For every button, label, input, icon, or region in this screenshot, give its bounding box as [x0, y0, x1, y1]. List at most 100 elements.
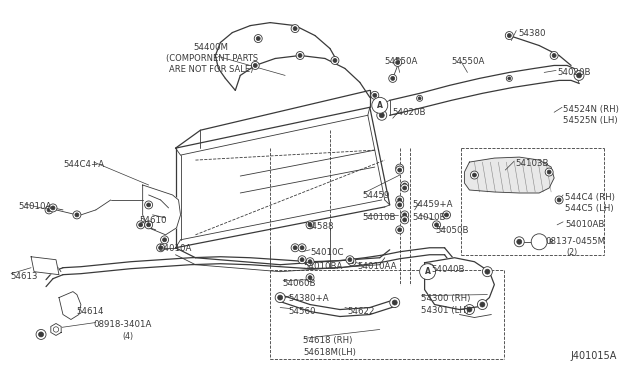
Circle shape — [401, 184, 409, 192]
Polygon shape — [465, 157, 554, 193]
Text: 54010A: 54010A — [18, 202, 51, 211]
Circle shape — [397, 198, 402, 202]
Circle shape — [388, 74, 397, 82]
Circle shape — [508, 77, 511, 80]
Circle shape — [397, 203, 402, 207]
Circle shape — [51, 206, 55, 210]
Text: 54010B: 54010B — [413, 213, 446, 222]
Circle shape — [557, 198, 561, 202]
Polygon shape — [51, 324, 61, 336]
Circle shape — [552, 54, 556, 58]
Circle shape — [45, 206, 53, 214]
Circle shape — [252, 61, 259, 70]
Text: 54622: 54622 — [347, 307, 374, 315]
Text: 544C4 (RH): 544C4 (RH) — [565, 193, 615, 202]
Text: ARE NOT FOR SALE): ARE NOT FOR SALE) — [168, 65, 253, 74]
Circle shape — [254, 35, 262, 42]
Circle shape — [508, 33, 511, 38]
Circle shape — [480, 302, 485, 307]
Circle shape — [75, 213, 79, 217]
Circle shape — [577, 73, 582, 78]
Circle shape — [470, 171, 479, 179]
Text: 54020B: 54020B — [393, 108, 426, 117]
Text: 54459: 54459 — [363, 191, 390, 200]
Circle shape — [396, 166, 404, 174]
Text: 54010AB: 54010AB — [565, 220, 604, 229]
Text: J401015A: J401015A — [570, 352, 616, 361]
Text: B: B — [548, 239, 553, 245]
Circle shape — [394, 58, 402, 67]
Circle shape — [531, 234, 547, 250]
Text: (2): (2) — [566, 248, 577, 257]
Circle shape — [547, 170, 551, 174]
Text: 54524N (RH): 54524N (RH) — [563, 105, 619, 114]
Text: 54459+A: 54459+A — [413, 200, 453, 209]
Circle shape — [418, 97, 421, 100]
Circle shape — [485, 269, 490, 274]
Polygon shape — [31, 257, 59, 275]
Circle shape — [147, 223, 150, 227]
Circle shape — [417, 95, 422, 101]
Circle shape — [348, 258, 352, 262]
Circle shape — [390, 298, 400, 308]
Circle shape — [467, 307, 472, 312]
Circle shape — [256, 36, 260, 41]
Circle shape — [435, 223, 438, 227]
Circle shape — [442, 211, 451, 219]
Circle shape — [298, 256, 306, 264]
Circle shape — [139, 223, 143, 227]
Circle shape — [296, 51, 304, 60]
Circle shape — [574, 70, 584, 80]
Circle shape — [306, 221, 314, 229]
Circle shape — [545, 168, 553, 176]
Circle shape — [433, 221, 440, 229]
Circle shape — [49, 204, 57, 212]
Circle shape — [428, 266, 431, 270]
Text: 54010A: 54010A — [159, 244, 192, 253]
Text: 54588: 54588 — [306, 222, 333, 231]
Circle shape — [147, 203, 150, 207]
Circle shape — [391, 76, 395, 80]
Circle shape — [298, 54, 302, 58]
Circle shape — [253, 64, 257, 67]
Text: 54613: 54613 — [10, 272, 38, 281]
Circle shape — [371, 92, 379, 99]
Text: 54010AA: 54010AA — [358, 262, 397, 271]
Text: 54614: 54614 — [76, 307, 104, 315]
Circle shape — [372, 97, 388, 113]
Text: 54060B: 54060B — [282, 279, 316, 288]
Circle shape — [291, 244, 299, 252]
Circle shape — [38, 332, 44, 337]
Circle shape — [163, 238, 166, 242]
Circle shape — [401, 216, 409, 224]
Circle shape — [465, 305, 474, 314]
Circle shape — [426, 264, 433, 272]
Circle shape — [397, 166, 402, 170]
Circle shape — [397, 228, 402, 232]
Circle shape — [396, 61, 400, 64]
Circle shape — [401, 181, 409, 189]
Text: 54010B: 54010B — [363, 213, 396, 222]
Text: 54618 (RH): 54618 (RH) — [303, 336, 353, 346]
Circle shape — [477, 299, 488, 310]
Circle shape — [403, 213, 406, 217]
Text: A: A — [377, 101, 383, 110]
Circle shape — [396, 201, 404, 209]
Circle shape — [333, 58, 337, 62]
Text: (4): (4) — [123, 333, 134, 341]
Circle shape — [306, 274, 314, 282]
Circle shape — [396, 226, 404, 234]
Circle shape — [420, 264, 436, 280]
Circle shape — [377, 110, 387, 120]
Circle shape — [396, 164, 404, 172]
Circle shape — [293, 246, 297, 250]
Text: 54010BA: 54010BA — [303, 262, 342, 271]
Circle shape — [331, 57, 339, 64]
Circle shape — [306, 258, 314, 266]
Circle shape — [348, 258, 356, 266]
Circle shape — [308, 276, 312, 280]
Text: 54560: 54560 — [288, 307, 316, 315]
Circle shape — [403, 218, 406, 222]
Text: 54550A: 54550A — [385, 58, 418, 67]
Circle shape — [73, 211, 81, 219]
